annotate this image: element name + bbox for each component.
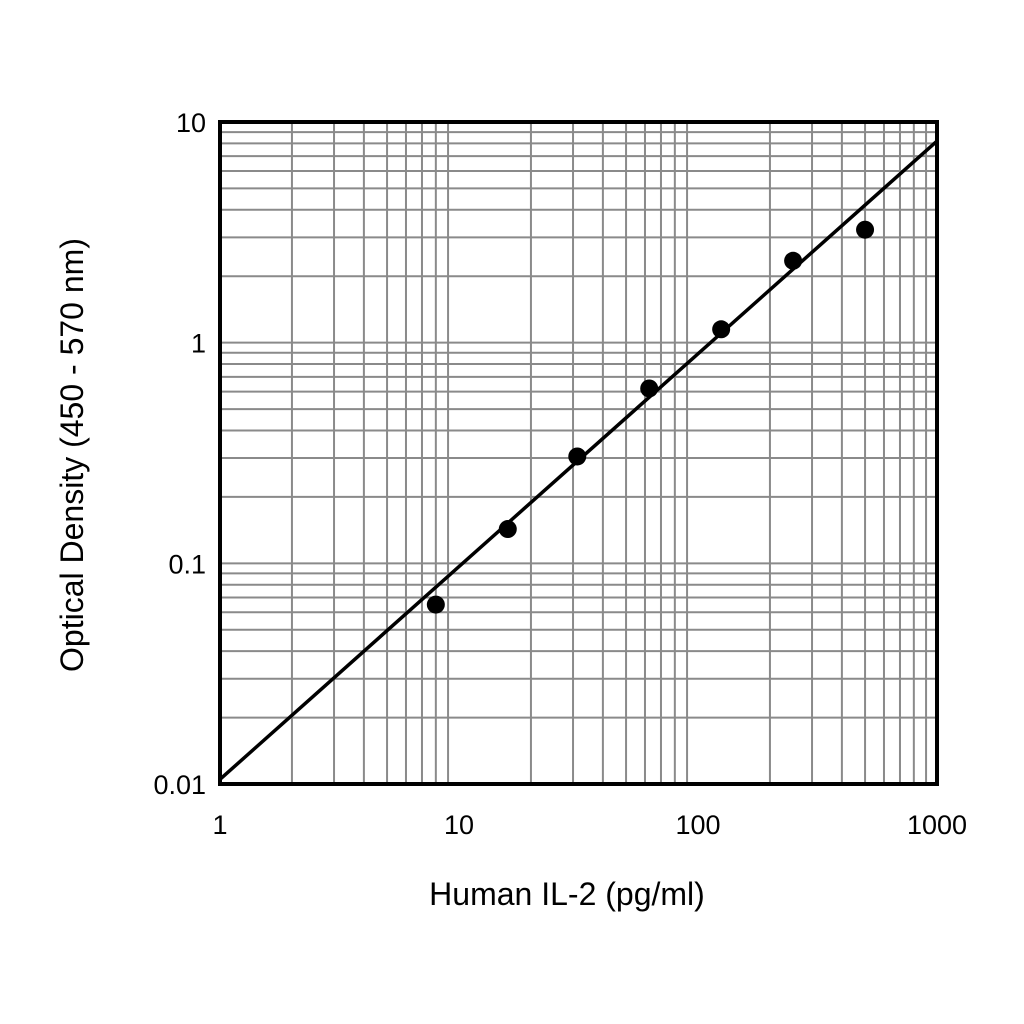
- grid: [220, 122, 937, 785]
- x-tick-label: 1: [212, 810, 227, 840]
- data-point: [426, 595, 445, 614]
- x-tick-labels: 1 10 100 1000: [212, 810, 967, 840]
- y-tick-label: 0.1: [168, 549, 206, 579]
- data-point: [784, 251, 803, 270]
- data-point: [640, 379, 659, 398]
- data-point: [856, 220, 875, 239]
- data-point: [712, 320, 731, 339]
- data-point: [568, 447, 587, 466]
- data-point: [498, 520, 517, 539]
- x-tick-label: 1000: [907, 810, 967, 840]
- y-tick-labels: 0.01 0.1 1 10: [153, 108, 206, 800]
- plot-frame: [218, 120, 939, 786]
- x-axis-title: Human IL-2 (pg/ml): [429, 876, 705, 912]
- y-tick-label: 0.01: [153, 770, 206, 800]
- x-tick-label: 100: [675, 810, 720, 840]
- y-axis-title: Optical Density (450 - 570 nm): [54, 238, 90, 672]
- data-points: [426, 220, 875, 614]
- y-tick-label: 10: [176, 108, 206, 138]
- y-tick-label: 1: [191, 329, 206, 359]
- x-tick-label: 10: [444, 810, 474, 840]
